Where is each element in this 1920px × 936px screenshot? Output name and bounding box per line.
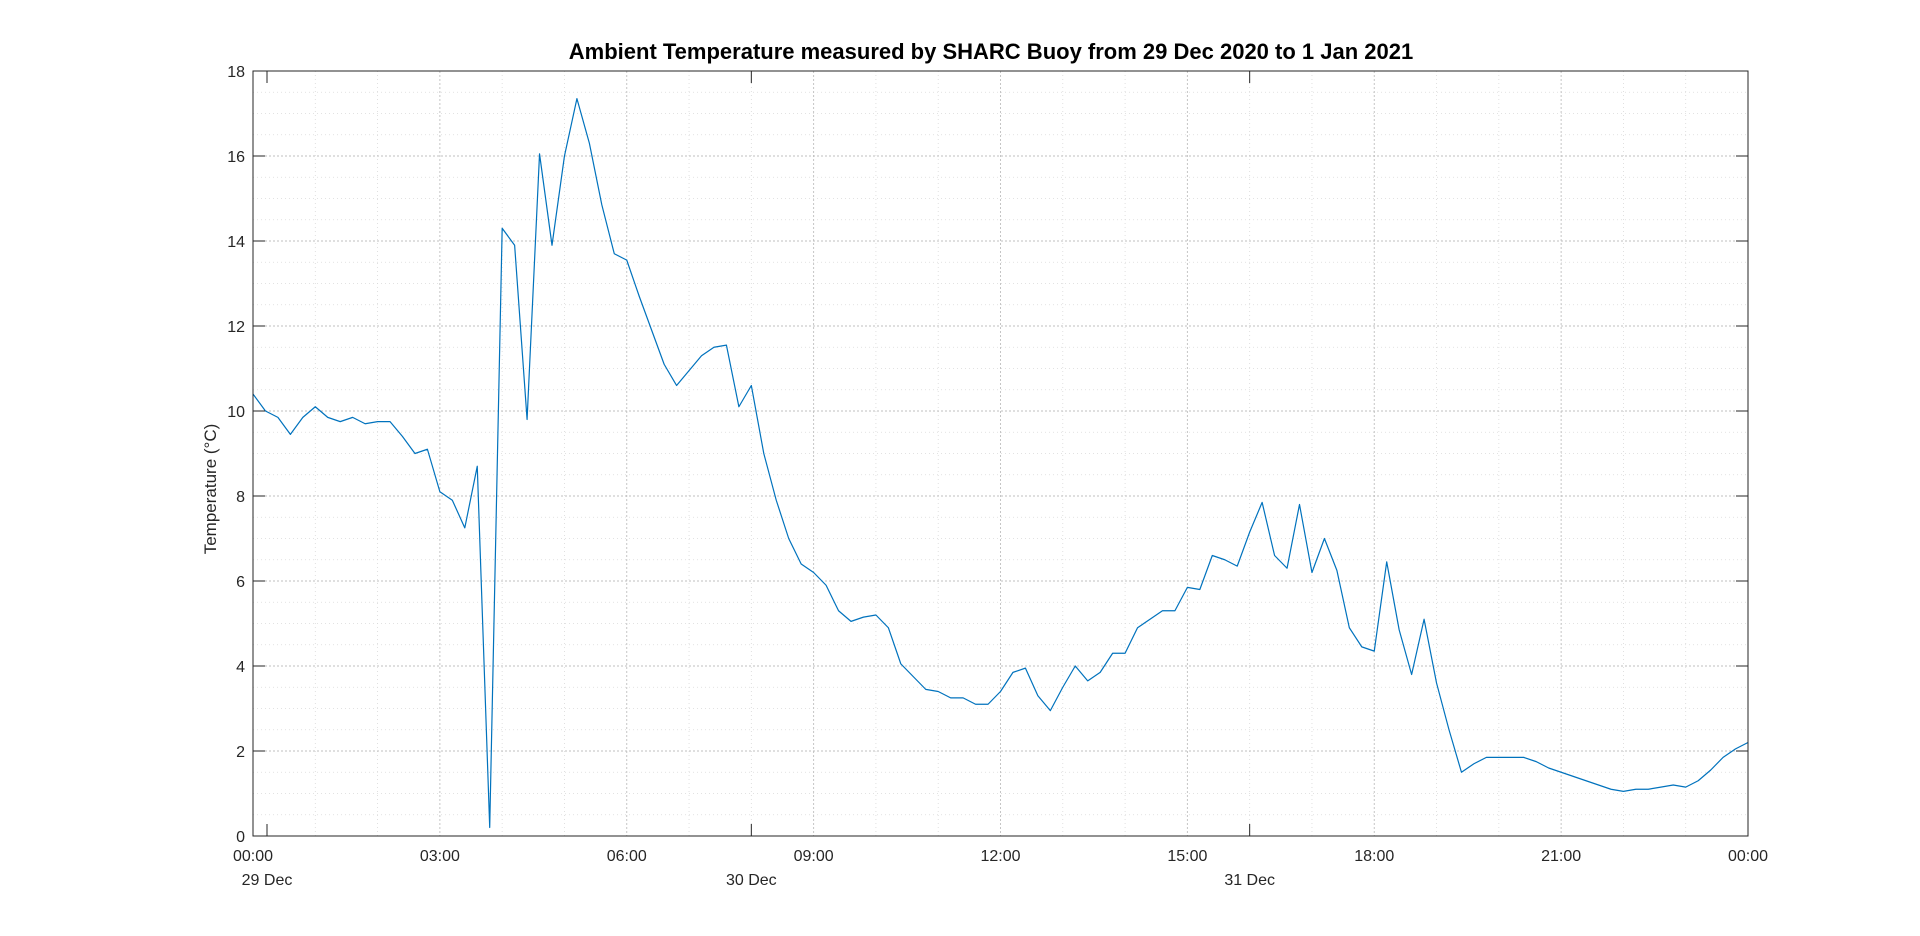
x-tick-label: 06:00	[607, 848, 647, 865]
y-tick-label: 2	[236, 744, 245, 761]
y-tick-label: 6	[236, 574, 245, 591]
y-tick-label: 18	[227, 64, 245, 81]
x-day-label: 31 Dec	[1224, 872, 1275, 889]
y-axis-label: Temperature (°C)	[201, 424, 220, 555]
x-tick-label: 21:00	[1541, 848, 1581, 865]
plot-area-border	[252, 70, 1749, 837]
x-day-labels: 29 Dec 30 Dec 31 Dec	[242, 872, 1275, 889]
y-tick-label: 16	[227, 149, 245, 166]
x-tick-label: 18:00	[1354, 848, 1394, 865]
x-day-label: 29 Dec	[242, 872, 293, 889]
y-tick-label: 10	[227, 404, 245, 421]
x-tick-label: 03:00	[420, 848, 460, 865]
temperature-series-line	[252, 98, 1749, 829]
x-tick-label: 09:00	[794, 848, 834, 865]
x-tick-label: 00:00	[1728, 848, 1768, 865]
y-tick-label: 0	[236, 829, 245, 846]
y-tick-label: 8	[236, 489, 245, 506]
y-tick-label: 4	[236, 659, 245, 676]
axis-ticks	[253, 70, 1748, 837]
x-tick-label: 15:00	[1167, 848, 1207, 865]
x-tick-label: 00:00	[233, 848, 273, 865]
y-tick-label: 14	[227, 234, 245, 251]
x-tick-labels: 00:00 03:00 06:00 09:00 12:00 15:00 18:00 21:00…	[233, 848, 1768, 865]
x-day-label: 30 Dec	[726, 872, 777, 889]
y-tick-labels: 0 2 4 6 8 10 12 14 16 18	[227, 64, 245, 846]
minor-grid	[253, 71, 1748, 836]
y-tick-label: 12	[227, 319, 245, 336]
x-tick-label: 12:00	[980, 848, 1020, 865]
chart-title: Ambient Temperature measured by SHARC Bu…	[569, 39, 1413, 64]
